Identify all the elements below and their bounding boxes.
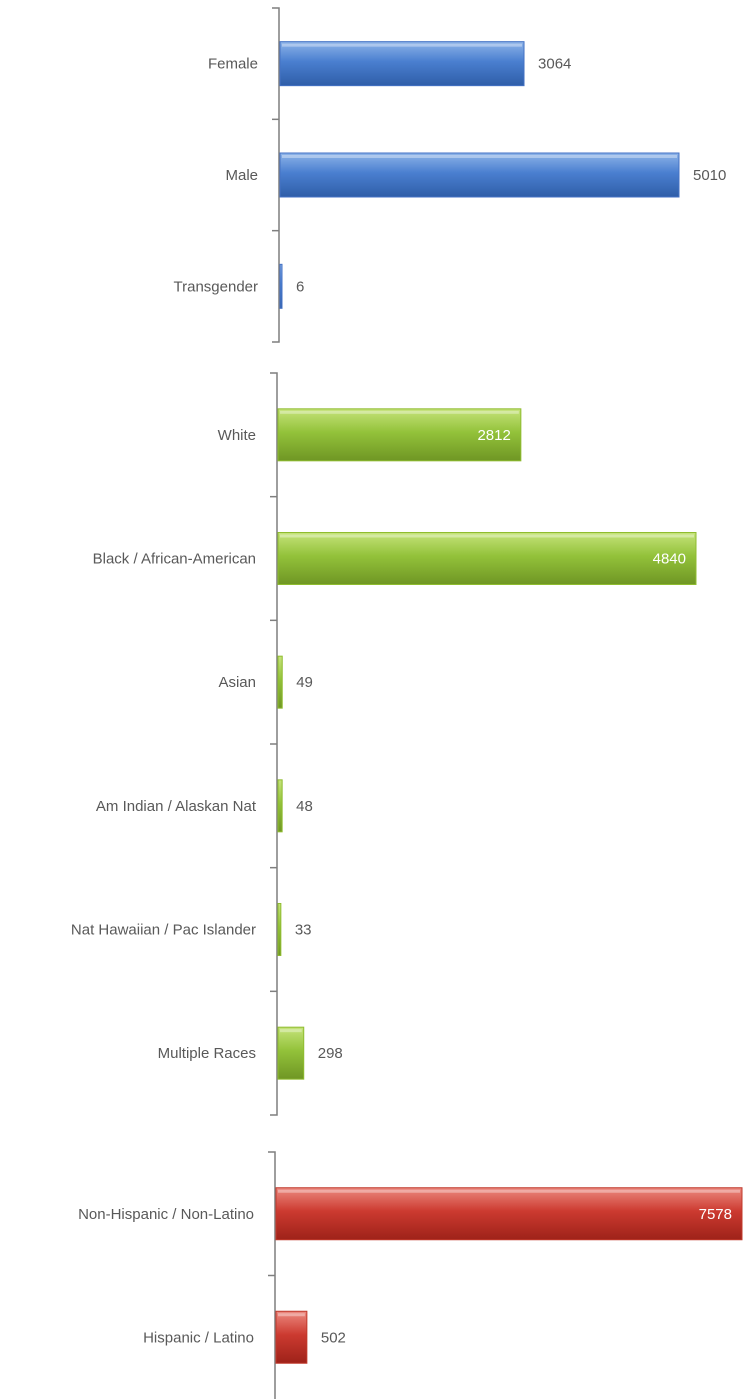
category-label: Female [208, 56, 258, 73]
bar-highlight [280, 1029, 302, 1033]
value-label: 3064 [538, 56, 571, 73]
bar [277, 532, 697, 585]
bar [277, 655, 283, 709]
category-label: Nat Hawaiian / Pac Islander [71, 922, 256, 939]
value-label: 49 [296, 674, 313, 691]
category-label: White [218, 427, 256, 444]
axis-line-0 [272, 7, 280, 343]
bar-highlight [280, 534, 694, 538]
bar-body [279, 263, 283, 309]
category-label: Asian [218, 674, 256, 691]
bar-body [279, 41, 525, 87]
bar [275, 1310, 308, 1364]
category-label: Am Indian / Alaskan Nat [96, 798, 257, 815]
bar-body [277, 1026, 305, 1080]
value-label: 6 [296, 278, 304, 295]
category-label: Black / African-American [93, 551, 256, 568]
bar [279, 41, 525, 87]
category-label: Male [225, 167, 258, 184]
value-label: 7578 [699, 1206, 732, 1223]
category-label: Non-Hispanic / Non-Latino [78, 1206, 254, 1223]
bar [277, 408, 522, 462]
bar [279, 152, 680, 198]
value-label: 2812 [477, 427, 510, 444]
bar [277, 1026, 305, 1080]
bar-body [277, 655, 283, 709]
bar-body [277, 408, 522, 462]
bar-body [277, 903, 282, 956]
bar-highlight [282, 155, 677, 158]
bar [277, 903, 282, 956]
value-label: 4840 [653, 551, 686, 568]
bar-body [279, 152, 680, 198]
value-label: 502 [321, 1329, 346, 1346]
bar-highlight [278, 1189, 740, 1193]
bar-body [277, 779, 283, 833]
bar-body [275, 1310, 308, 1364]
bar [275, 1187, 743, 1241]
value-label: 48 [296, 798, 313, 815]
category-label: Hispanic / Latino [143, 1329, 254, 1346]
value-label: 298 [318, 1045, 343, 1062]
bar [279, 263, 283, 309]
bar-highlight [282, 43, 523, 47]
category-label: Multiple Races [158, 1045, 256, 1062]
bar-body [277, 532, 697, 585]
bar-body [275, 1187, 743, 1241]
bar-highlight [278, 1313, 305, 1317]
value-label: 33 [295, 922, 312, 939]
bar-highlight [280, 410, 519, 414]
category-label: Transgender [174, 278, 259, 295]
axis-line-2 [268, 1151, 276, 1399]
value-label: 5010 [693, 167, 726, 184]
bar [277, 779, 283, 833]
